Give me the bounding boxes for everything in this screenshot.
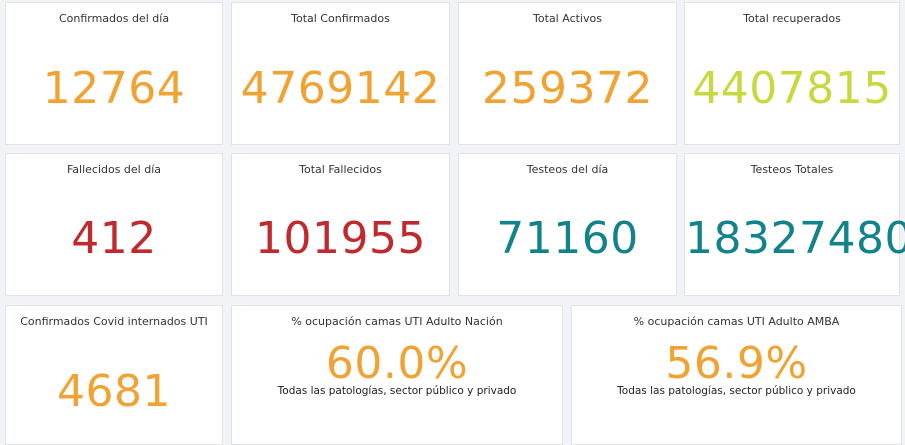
- card-value: 4407815: [692, 63, 892, 114]
- card-value: 60.0%: [325, 338, 469, 389]
- card-title: Confirmados Covid internados UTI: [20, 315, 208, 328]
- card-value: 4769142: [240, 63, 441, 114]
- card-title: Total Activos: [533, 12, 602, 25]
- card-value: 18327480: [685, 213, 905, 264]
- card-subtitle: Todas las patologías, sector público y p…: [277, 385, 517, 397]
- card-subtitle: Todas las patologías, sector público y p…: [617, 385, 856, 397]
- card-value: 12764: [42, 63, 186, 114]
- card-title: Confirmados del día: [58, 12, 170, 25]
- card-ocupacion-uti-amba: % ocupación camas UTI Adulto AMBA 56.9% …: [571, 305, 902, 445]
- card-confirmados-del-dia: Confirmados del día 12764: [5, 2, 223, 145]
- card-fallecidos-del-dia: Fallecidos del día 412: [5, 153, 223, 296]
- card-value: 56.9%: [665, 338, 808, 389]
- card-testeos-del-dia: Testeos del día 71160: [458, 153, 677, 296]
- card-total-recuperados: Total recuperados 4407815: [684, 2, 900, 145]
- card-confirmados-covid-internados-uti: Confirmados Covid internados UTI 4681: [5, 305, 223, 445]
- card-title: Testeos Totales: [750, 163, 834, 176]
- card-total-confirmados: Total Confirmados 4769142: [231, 2, 450, 145]
- card-title: Total Fallecidos: [299, 163, 382, 176]
- card-title: Fallecidos del día: [66, 163, 162, 176]
- card-title: % ocupación camas UTI Adulto Nación: [291, 315, 503, 328]
- card-value: 259372: [482, 63, 653, 114]
- card-value: 4681: [57, 366, 171, 417]
- card-testeos-totales: Testeos Totales 18327480: [684, 153, 905, 296]
- card-value: 412: [71, 213, 157, 264]
- card-title: Testeos del día: [526, 163, 609, 176]
- card-title: Total Confirmados: [291, 12, 390, 25]
- card-value: 71160: [496, 213, 639, 264]
- card-total-fallecidos: Total Fallecidos 101955: [231, 153, 450, 296]
- card-title: Total recuperados: [743, 12, 841, 25]
- card-value: 101955: [255, 213, 426, 264]
- card-ocupacion-uti-nacion: % ocupación camas UTI Adulto Nación 60.0…: [231, 305, 563, 445]
- card-title: % ocupación camas UTI Adulto AMBA: [633, 315, 840, 328]
- card-total-activos: Total Activos 259372: [458, 2, 677, 145]
